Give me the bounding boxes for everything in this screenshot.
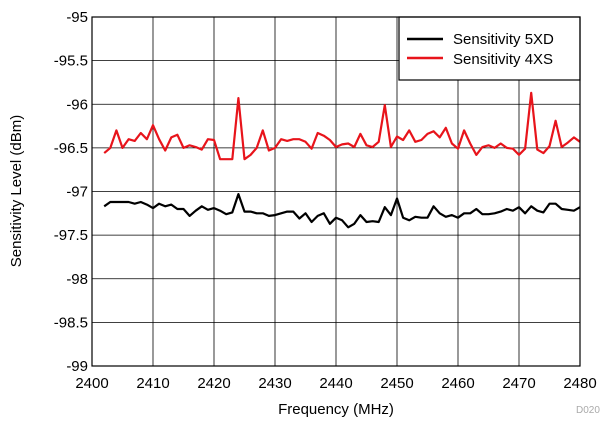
x-tick-label: 2430 (258, 375, 291, 392)
x-tick-label: 2470 (502, 375, 535, 392)
series-line-sensitivity-4xs (103, 91, 581, 161)
legend: Sensitivity 5XD Sensitivity 4XS (398, 16, 581, 81)
y-tick-label: -97 (66, 184, 88, 201)
x-tick-label: 2450 (380, 375, 413, 392)
x-tick-label: 2440 (319, 375, 352, 392)
y-tick-label: -95 (66, 9, 88, 26)
y-tick-labels: -95 -95.5 -96 -96.5 -97 -97.5 -98 -98.5 -99 (54, 9, 88, 375)
x-axis-title: Frequency (MHz) (278, 401, 394, 418)
series-lines (103, 91, 581, 229)
figure-code-label: D020 (576, 405, 600, 416)
plot-frame (91, 16, 581, 367)
legend-label-sensitivity-4xs: Sensitivity 4XS (453, 51, 553, 68)
y-axis-title: Sensitivity Level (dBm) (8, 115, 25, 268)
x-tick-labels: 2400 2410 2420 2430 2440 2450 2460 2470 2480 (75, 375, 596, 392)
x-tick-label: 2460 (441, 375, 474, 392)
x-tick-label: 2400 (75, 375, 108, 392)
x-tick-label: 2480 (563, 375, 596, 392)
series-line-sensitivity-5xd (103, 193, 581, 229)
x-tick-label: 2410 (136, 375, 169, 392)
y-tick-label: -96.5 (54, 140, 88, 157)
x-tick-label: 2420 (197, 375, 230, 392)
legend-label-sensitivity-5xd: Sensitivity 5XD (453, 31, 554, 48)
y-tick-label: -99 (66, 358, 88, 375)
y-tick-label: -98.5 (54, 314, 88, 331)
y-tick-label: -97.5 (54, 227, 88, 244)
y-tick-label: -95.5 (54, 53, 88, 70)
y-tick-label: -98 (66, 271, 88, 288)
legend-box (398, 16, 581, 81)
y-tick-label: -96 (66, 96, 88, 113)
